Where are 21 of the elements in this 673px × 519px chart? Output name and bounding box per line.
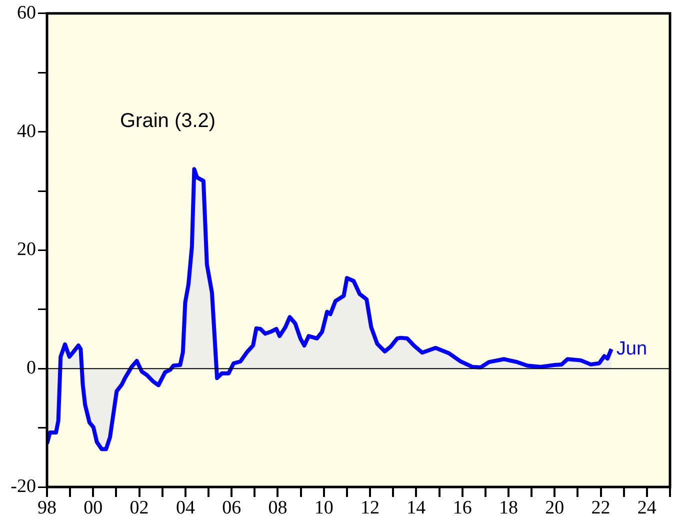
x-tick-label: 06: [222, 497, 242, 518]
y-tick-label: 20: [17, 239, 36, 260]
x-tick-label: 24: [637, 497, 657, 518]
x-tick-label: 98: [38, 497, 56, 518]
x-tick-label: 16: [452, 497, 472, 518]
x-tick-label: 04: [176, 497, 196, 518]
x-tick-label: 18: [498, 497, 518, 518]
annotation: Jun: [616, 338, 648, 360]
x-tick-label: 20: [545, 497, 564, 518]
x-tick-label: 12: [360, 497, 380, 518]
y-tick-label: -20: [10, 476, 36, 497]
x-tick-label: 00: [84, 497, 103, 518]
y-tick-label: 40: [17, 120, 36, 142]
x-tick-label: 10: [314, 497, 334, 518]
x-tick-label: 14: [406, 497, 426, 518]
x-tick-label: 08: [268, 497, 288, 518]
x-tick-label: 22: [591, 497, 610, 518]
x-tick-label: 02: [130, 497, 149, 518]
y-tick-label: 0: [26, 358, 36, 379]
annotation: Grain (3.2): [120, 110, 216, 132]
y-tick-label: 60: [17, 2, 36, 24]
